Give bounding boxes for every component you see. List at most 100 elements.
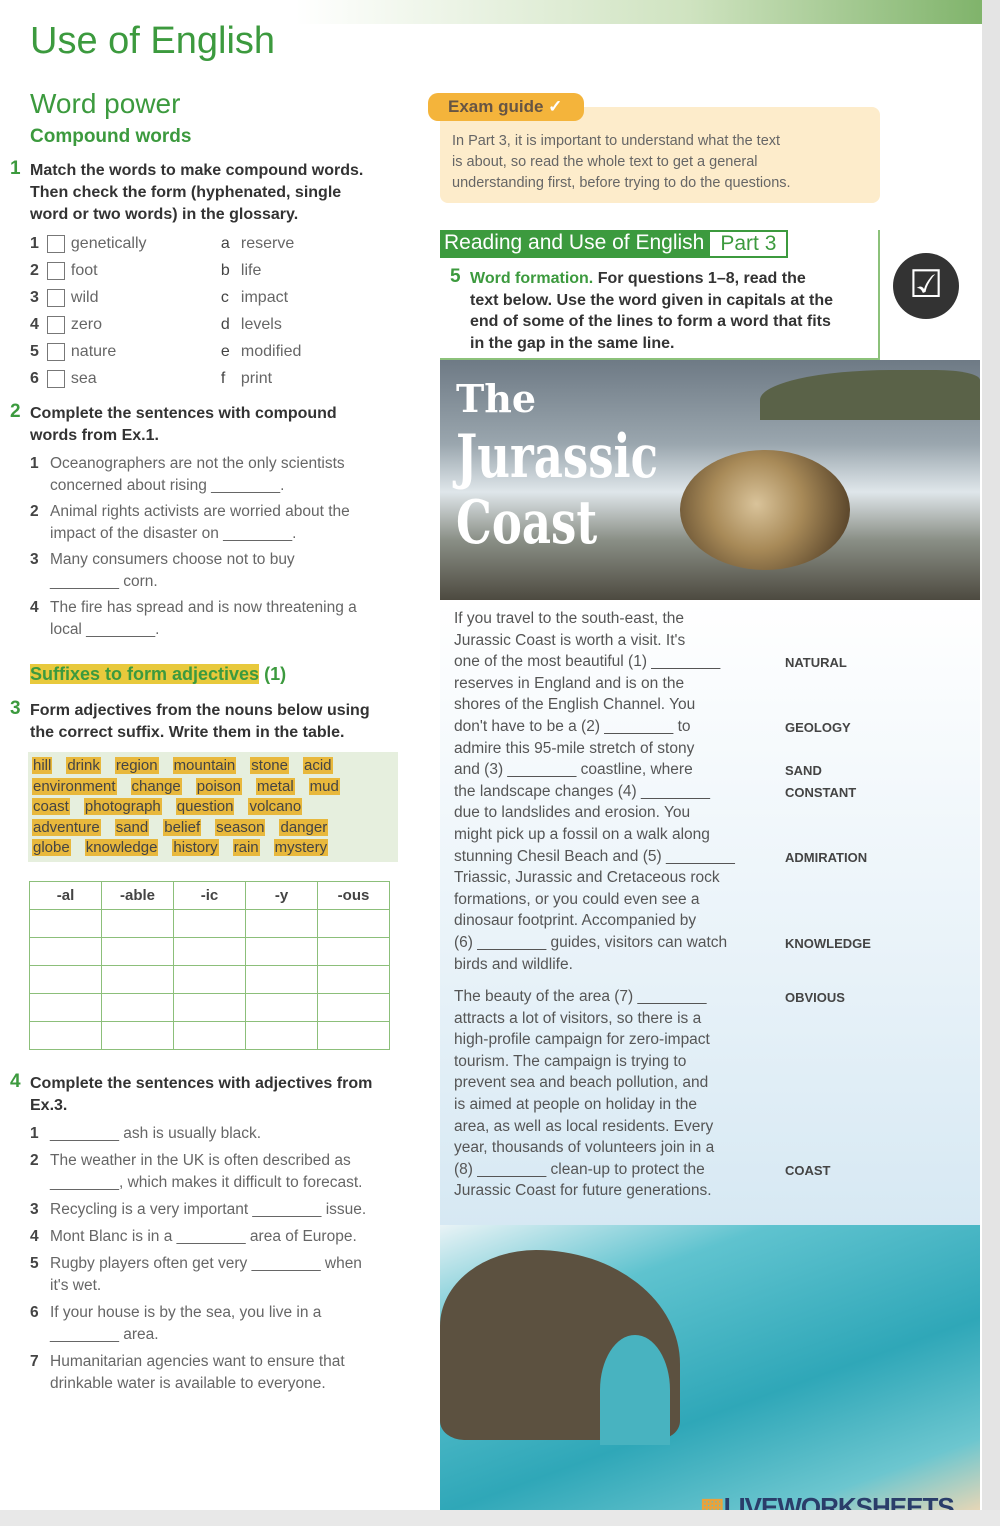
reading-header-frame [440,230,880,360]
passage-line[interactable]: high-profile campaign for zero-impact [454,1031,710,1049]
passage-line[interactable]: shores of the English Channel. You [454,696,696,714]
ex2-item-line[interactable]: Animal rights activists are worried abou… [50,503,350,520]
ex2-item-line[interactable]: Many consumers choose not to buy [50,551,295,568]
table-cell[interactable] [29,965,102,994]
passage-line[interactable]: tourism. The campaign is trying to [454,1052,687,1070]
answer-checkbox[interactable] [46,262,65,280]
table-cell[interactable] [245,909,318,938]
word-chip: volcano [248,798,303,815]
answer-checkbox[interactable] [46,343,65,361]
match-row: 5 nature e modified [30,340,301,364]
word-chip: environment [32,777,117,795]
table-cell[interactable] [317,937,390,966]
ex4-item-line[interactable]: Humanitarian agencies want to ensure tha… [50,1353,345,1370]
passage-line[interactable]: and (3) ________ coastline, where [454,761,693,779]
ex2-item-line[interactable]: impact of the disaster on ________. [50,525,297,542]
passage-line[interactable]: area, as well as local residents. Every [454,1117,714,1135]
table-cell[interactable] [29,1021,102,1050]
table-cell[interactable] [317,993,390,1022]
table-cell[interactable] [245,937,318,966]
right-word: modified [240,343,302,360]
table-cell[interactable] [173,937,246,966]
table-cell[interactable] [29,993,102,1022]
passage-line[interactable]: prevent sea and beach pollution, and [454,1074,709,1092]
passage-line[interactable]: attracts a lot of visitors, so there is … [454,1009,702,1027]
right-word: life [240,262,262,279]
table-cell[interactable] [101,993,174,1022]
match-row: 1 genetically a reserve [30,232,294,256]
ex4-item-line[interactable]: drinkable water is available to everyone… [50,1375,326,1392]
table-header: -ous [317,881,390,910]
ex4-item-line[interactable]: ________ area. [50,1326,159,1343]
word-chip: mud [308,777,340,795]
ex2-item-line[interactable]: The fire has spread and is now threateni… [50,599,357,616]
answer-checkbox[interactable] [46,370,65,388]
table-cell[interactable] [173,1021,246,1050]
table-cell[interactable] [101,937,174,966]
table-cell[interactable] [317,909,390,938]
jurassic-coast-photo: The Jurassic Coast [440,360,980,600]
passage-line[interactable]: Jurassic Coast for future generations. [454,1182,712,1200]
table-cell[interactable] [101,1021,174,1050]
word-chip: photograph [83,798,162,815]
ex4-item-line[interactable]: Rugby players often get very ________ wh… [50,1255,362,1272]
table-cell[interactable] [245,1021,318,1050]
passage-line[interactable]: (8) ________ clean-up to protect the [454,1160,705,1178]
table-cell[interactable] [29,909,102,938]
ex2-item-line[interactable]: ________ corn. [50,573,158,590]
ex4-item-line[interactable]: ________ ash is usually black. [50,1125,262,1142]
passage-line[interactable]: don't have to be a (2) ________ to [454,718,691,735]
left-word: sea [70,370,97,387]
word-chip: region [114,757,159,774]
table-cell[interactable] [317,1021,390,1050]
table-cell[interactable] [101,909,174,938]
passage-line[interactable]: formations, or you could even see a [454,890,700,908]
ex4-item: 2 The weather in the UK is often describe… [30,1150,400,1194]
table-cell[interactable] [317,965,390,994]
ex4-item-line[interactable]: If your house is by the sea, you live in… [50,1304,322,1321]
passage-line[interactable]: one of the most beautiful (1) ________ [454,653,721,671]
ex4-item-line[interactable]: The weather in the UK is often described… [50,1152,351,1169]
passage-line[interactable]: reserves in England and is on the [454,674,685,692]
table-cell[interactable] [245,993,318,1022]
answer-checkbox[interactable] [46,235,65,253]
table-cell[interactable] [101,965,174,994]
passage-line[interactable]: might pick up a fossil on a walk along [454,826,710,843]
table-cell[interactable] [29,937,102,966]
table-cell[interactable] [173,909,246,938]
right-letter: a [220,235,230,252]
passage-line[interactable]: Triassic, Jurassic and Cretaceous rock [454,869,720,887]
ex4-instruction-line: Ex.3. [30,1097,68,1114]
passage-line[interactable]: stunning Chesil Beach and (5) ________ [454,847,735,865]
answer-checkbox[interactable] [46,289,65,307]
right-word: impact [240,289,289,306]
passage-line[interactable]: Jurassic Coast is worth a visit. It's [454,631,686,649]
passage-line[interactable]: the landscape changes (4) ________ [454,782,710,800]
table-cell[interactable] [173,993,246,1022]
passage-line[interactable]: admire this 95-mile stretch of stony [454,739,695,757]
passage-line[interactable]: If you travel to the south-east, the [454,610,685,627]
ex2-item-line[interactable]: concerned about rising ________. [50,477,285,494]
answer-checkbox[interactable] [46,316,65,334]
ex4-item-line[interactable]: Mont Blanc is in a ________ area of Euro… [50,1228,357,1245]
passage-line[interactable]: is aimed at people on holiday in the [454,1096,697,1113]
passage-line[interactable]: birds and wildlife. [454,955,573,973]
ex2-item: 2 Animal rights activists are worried abo… [30,501,400,545]
ex4-item-line[interactable]: Recycling is a very important ________ i… [50,1201,367,1218]
word-chip: question [175,798,235,815]
passage-line[interactable]: year, thousands of volunteers join in a [454,1139,715,1157]
ex2-item-line[interactable]: local ________. [50,621,160,638]
table-cell[interactable] [245,965,318,994]
ex4-item-line[interactable]: ________, which makes it difficult to fo… [50,1174,363,1191]
subsection-title: Compound words [30,126,192,147]
passage-line[interactable]: dinosaur footprint. Accompanied by [454,912,697,930]
ex2-item-line[interactable]: Oceanographers are not the only scientis… [50,455,345,472]
passage-line[interactable]: due to landslides and erosion. You [454,804,691,822]
right-letter: e [220,343,230,360]
table-cell[interactable] [173,965,246,994]
passage-line[interactable]: (6) ________ guides, visitors can watch [454,934,728,951]
word-chip: rain [232,839,260,856]
exercise-5: 5 Word formation. For questions 1–8, read… [450,266,870,354]
ex4-item-line[interactable]: it's wet. [50,1277,102,1294]
passage-line[interactable]: The beauty of the area (7) ________ [454,988,707,1005]
